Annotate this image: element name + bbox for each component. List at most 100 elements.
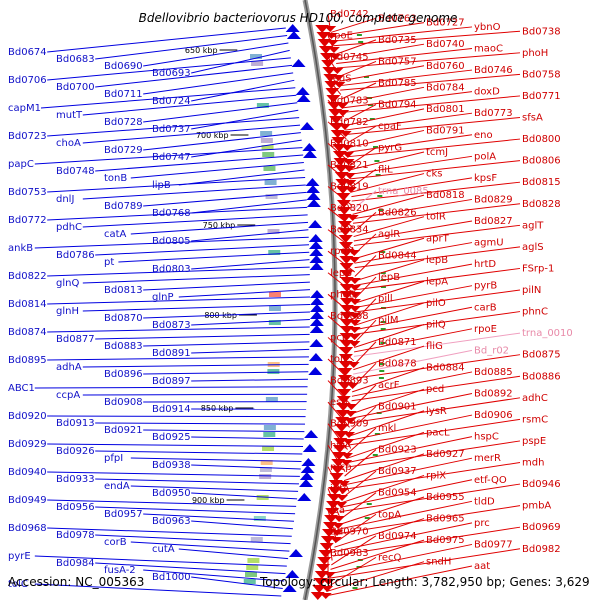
scale-tick-label: 900 kbp xyxy=(192,496,225,505)
leader-line-left xyxy=(82,184,306,200)
leader-line-right xyxy=(327,78,342,95)
gene-label-right: ybnO xyxy=(474,22,501,33)
gene-label-right: Bd0954 xyxy=(378,488,417,499)
gene-label-right: Bd0982 xyxy=(522,544,561,555)
rna-marker xyxy=(374,433,380,435)
gene-label-right: Bd0974 xyxy=(378,531,417,542)
gene-label-right: Bd0746 xyxy=(474,65,513,76)
leader-line-left xyxy=(82,214,308,228)
forward-gene-arrow xyxy=(348,285,361,291)
gene-label-right: Bd0800 xyxy=(522,134,561,145)
forward-gene-arrow xyxy=(343,166,356,172)
leader-line-right xyxy=(344,449,377,477)
forward-gene-arrow xyxy=(340,453,353,459)
cog-annotation-box xyxy=(246,565,259,570)
leader-line-right xyxy=(327,315,355,340)
gene-label-left: tolC xyxy=(8,579,28,590)
forward-gene-arrow xyxy=(329,473,344,481)
gene-label-right: doxD xyxy=(474,87,500,98)
leader-line-left xyxy=(95,506,296,515)
leader-line-right xyxy=(327,272,356,295)
leader-line-left xyxy=(143,132,301,151)
leader-line-right xyxy=(354,242,473,264)
forward-gene-arrow xyxy=(321,60,336,68)
rna-marker xyxy=(366,503,372,505)
reverse-gene-arrow xyxy=(285,570,300,578)
leader-line-right xyxy=(343,95,521,113)
forward-gene-arrow xyxy=(337,481,350,487)
leader-line-right xyxy=(351,177,473,198)
forward-gene-arrow xyxy=(329,537,342,543)
leader-line-left xyxy=(47,176,306,193)
leader-line-left xyxy=(47,117,300,137)
forward-gene-arrow xyxy=(343,432,356,438)
leader-line-right xyxy=(340,73,521,91)
leader-line-right xyxy=(346,436,473,464)
cog-annotation-box xyxy=(268,292,281,297)
gene-label-right: tolR xyxy=(426,212,446,223)
leader-line-right xyxy=(347,418,521,446)
cog-annotation-box xyxy=(260,460,273,465)
leader-line-left xyxy=(191,49,290,74)
leader-line-right xyxy=(348,138,521,158)
leader-line-right xyxy=(334,518,425,548)
leader-line-right xyxy=(354,276,377,300)
forward-gene-arrow xyxy=(348,327,361,333)
leader-line-right xyxy=(343,453,425,482)
reverse-gene-arrow xyxy=(309,290,324,298)
cog-annotation-box xyxy=(245,572,258,577)
leader-line-left xyxy=(178,548,289,560)
gene-label-right: Bd0829 xyxy=(474,194,513,205)
gene-label-left: Bd0925 xyxy=(152,432,191,443)
leader-line-right xyxy=(353,341,377,366)
rna-marker xyxy=(380,321,386,323)
rna-marker xyxy=(352,587,358,589)
gene-label-right: lepA xyxy=(426,276,448,287)
reverse-gene-arrow xyxy=(308,367,323,375)
leader-line-left xyxy=(130,162,304,179)
leader-line-right xyxy=(338,60,377,78)
forward-gene-arrow xyxy=(330,466,345,474)
leader-line-left xyxy=(143,42,289,67)
gene-label-left: Bd0940 xyxy=(8,467,47,478)
leader-line-left xyxy=(118,251,310,263)
gene-label-left: Bd0711 xyxy=(104,89,143,100)
gene-label-right: Bd0773 xyxy=(474,108,513,119)
gene-label-left: Bd0914 xyxy=(152,404,191,415)
gene-label-left: Bd0814 xyxy=(8,299,47,310)
gene-label-left: Bd0978 xyxy=(56,530,95,541)
leader-line-right xyxy=(334,513,377,544)
forward-gene-arrow xyxy=(338,228,353,236)
leader-line-right xyxy=(348,406,377,433)
reverse-gene-arrow xyxy=(304,430,319,438)
gene-label-right: Bd0970 xyxy=(330,527,369,538)
leader-line-left xyxy=(191,436,304,440)
leader-line-right xyxy=(328,548,521,579)
leader-line-left xyxy=(95,64,293,88)
gene-label-right: Bd0901 xyxy=(378,401,417,412)
leader-line-left xyxy=(191,348,310,354)
gene-label-right: FSrp-1 xyxy=(522,263,554,274)
leader-line-right xyxy=(354,306,473,331)
scale-tick-label: 750 kbp xyxy=(203,221,236,230)
gene-label-left: Bd0896 xyxy=(104,369,143,380)
gene-label-right: kpsF xyxy=(474,173,497,184)
gene-label-right: Bd0892 xyxy=(474,389,513,400)
forward-gene-arrow xyxy=(337,110,350,116)
leader-line-right xyxy=(352,203,521,224)
forward-gene-arrow xyxy=(316,564,331,572)
reverse-gene-arrow xyxy=(309,311,324,319)
rna-marker xyxy=(375,174,381,176)
gene-label-right: Bd0977 xyxy=(474,539,513,550)
forward-gene-arrow xyxy=(325,33,338,39)
leader-line-right xyxy=(338,65,425,82)
gene-label-right: Bd0819 xyxy=(330,182,369,193)
leader-line-left xyxy=(82,393,308,396)
leader-line-left xyxy=(191,259,310,270)
forward-gene-arrow xyxy=(348,292,361,298)
gene-label-left: Bd0870 xyxy=(104,313,143,324)
gene-label-right: pacL xyxy=(426,427,450,438)
gene-label-right: Bd0763 xyxy=(378,13,417,24)
leader-line-left xyxy=(34,386,308,389)
gene-label-right: Bd0969 xyxy=(522,522,561,533)
